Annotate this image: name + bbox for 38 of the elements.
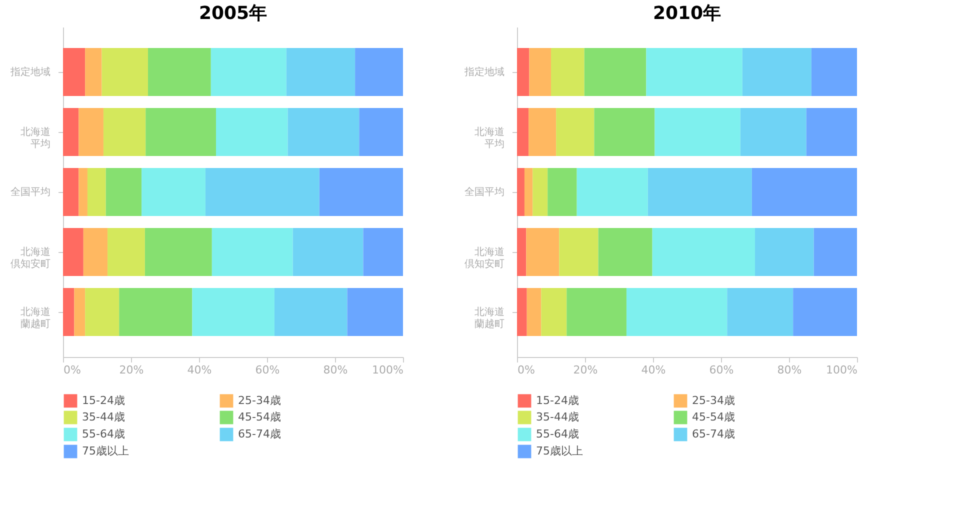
x-tick-label: 100% — [372, 364, 404, 376]
legend-label: 75歳以上 — [536, 444, 583, 458]
y-tick-label: 北海道倶知安町 — [464, 246, 504, 270]
x-tick-label: 40% — [641, 364, 666, 376]
chart-title: 2010年 — [652, 3, 722, 24]
legend-label: 45-54歳 — [238, 410, 281, 424]
y-tick-label: 北海道平均 — [20, 126, 50, 150]
legend-label: 15-24歳 — [536, 394, 579, 407]
legend-label: 25-34歳 — [692, 394, 735, 407]
y-tick-label: 北海道倶知安町 — [10, 246, 50, 270]
chart-title: 2005年 — [198, 3, 268, 24]
legend-label: 75歳以上 — [82, 444, 129, 458]
y-tick-label: 北海道蘭越町 — [474, 306, 504, 330]
x-tick-label: 80% — [323, 364, 348, 376]
legend-label: 35-44歳 — [536, 410, 579, 424]
y-tick-label: 北海道平均 — [474, 126, 504, 150]
legend-label: 55-64歳 — [536, 428, 579, 440]
y-tick-label: 指定地域 — [464, 66, 504, 78]
legend-label: 25-34歳 — [238, 394, 281, 407]
legend-label: 65-74歳 — [238, 428, 281, 440]
y-tick-label: 指定地域 — [10, 66, 50, 78]
x-tick-label: 0% — [64, 364, 81, 376]
legend-label: 35-44歳 — [82, 410, 125, 424]
legend-label: 65-74歳 — [692, 428, 735, 440]
legend-label: 45-54歳 — [692, 410, 735, 424]
x-tick-label: 100% — [826, 364, 858, 376]
y-tick-label: 全国平均 — [464, 186, 504, 198]
x-tick-label: 40% — [187, 364, 212, 376]
x-tick-label: 0% — [518, 364, 535, 376]
legend-label: 15-24歳 — [82, 394, 125, 407]
x-tick-label: 60% — [255, 364, 280, 376]
y-tick-label: 北海道蘭越町 — [20, 306, 50, 330]
y-tick-label: 全国平均 — [10, 186, 50, 198]
x-tick-label: 20% — [119, 364, 144, 376]
legend-label: 55-64歳 — [82, 428, 125, 440]
x-tick-label: 20% — [573, 364, 598, 376]
x-tick-label: 60% — [709, 364, 734, 376]
x-tick-label: 80% — [777, 364, 802, 376]
